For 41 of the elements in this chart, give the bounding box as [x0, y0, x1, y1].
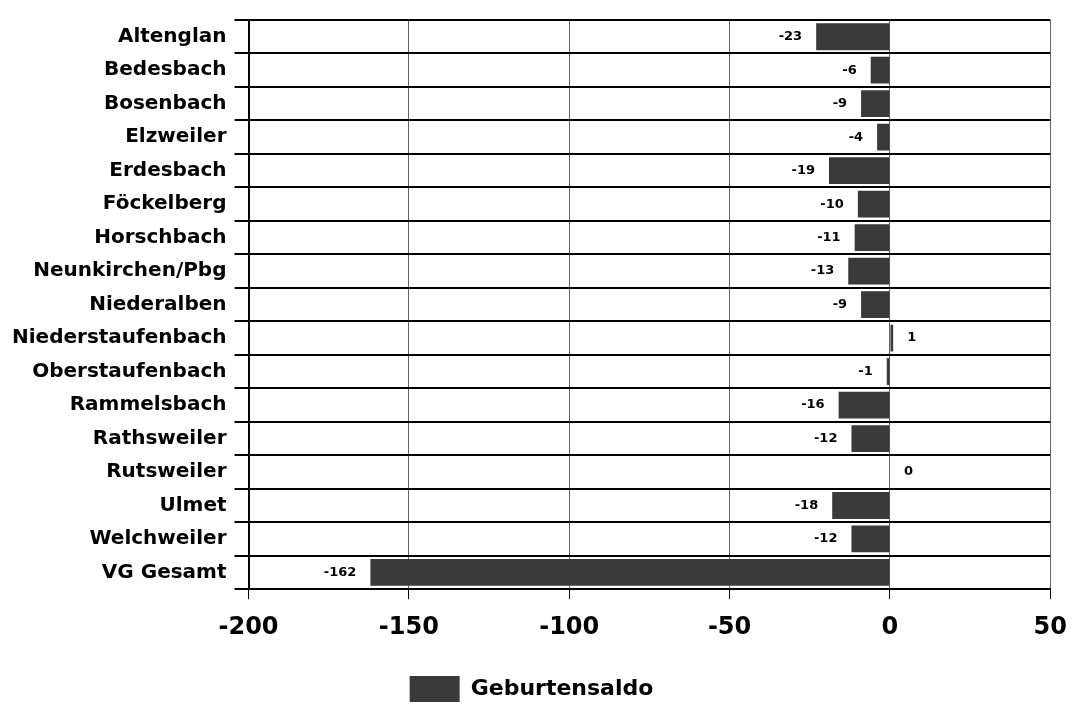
data-label: -10 [820, 195, 844, 211]
y-tick-label: Elzweiler [125, 123, 227, 148]
x-tick-label: 0 [881, 611, 899, 640]
legend-label: Geburtensaldo [470, 674, 654, 700]
data-label: -12 [813, 530, 838, 546]
y-tick-label: Horschbach [94, 223, 227, 248]
y-tick-label: Erdesbach [109, 156, 227, 181]
y-tick-label: Oberstaufenbach [32, 357, 227, 382]
data-label: -6 [842, 61, 857, 77]
data-label: -9 [832, 95, 848, 111]
data-label: -1 [858, 362, 873, 378]
data-label: -4 [848, 128, 864, 144]
y-tick-label: Rammelsbach [69, 391, 227, 416]
data-label: -13 [810, 262, 835, 278]
x-tick-label: -100 [539, 611, 600, 640]
data-label: 0 [903, 463, 913, 479]
y-tick-label: VG Gesamt [101, 558, 227, 583]
y-tick-label: Bedesbach [104, 56, 227, 81]
y-tick-label: Rutsweiler [106, 458, 227, 483]
y-tick-label: Welchweiler [89, 525, 227, 550]
y-tick-label: Bosenbach [103, 89, 227, 114]
data-label: -12 [813, 429, 838, 445]
data-label: -11 [817, 229, 841, 245]
y-tick-label: Föckelberg [102, 190, 227, 215]
data-label: -19 [791, 162, 816, 178]
y-tick-label: Rathsweiler [92, 424, 227, 449]
y-tick-label: Niederstaufenbach [12, 324, 227, 349]
x-tick-label: -50 [707, 611, 752, 640]
data-label: -9 [832, 295, 848, 311]
x-tick-label: -150 [378, 611, 439, 640]
y-tick-label: Niederalben [89, 290, 227, 315]
x-tick-label: -200 [218, 611, 279, 640]
data-label: 1 [907, 329, 917, 345]
y-tick-label: Ulmet [159, 491, 227, 516]
x-tick-label: 50 [1033, 611, 1067, 640]
data-label: -23 [778, 28, 803, 44]
data-label: -162 [323, 563, 357, 579]
y-tick-label: Neunkirchen/Pbg [33, 257, 227, 282]
y-tick-label: Altenglan [117, 22, 227, 47]
data-label: -16 [801, 396, 825, 412]
data-label: -18 [794, 496, 819, 512]
